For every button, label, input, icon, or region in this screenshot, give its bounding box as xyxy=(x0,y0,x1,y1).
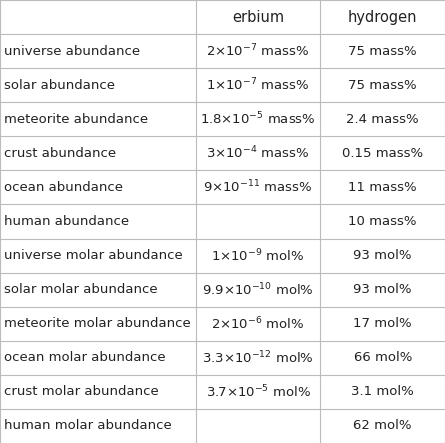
Text: 1×10$^{-9}$ mol%: 1×10$^{-9}$ mol% xyxy=(211,247,305,264)
Text: ocean abundance: ocean abundance xyxy=(4,181,123,194)
Text: 1×10$^{-7}$ mass%: 1×10$^{-7}$ mass% xyxy=(206,77,310,93)
Text: 11 mass%: 11 mass% xyxy=(348,181,417,194)
Text: 62 mol%: 62 mol% xyxy=(353,420,412,432)
Text: 1.8×10$^{-5}$ mass%: 1.8×10$^{-5}$ mass% xyxy=(200,111,316,128)
Text: 9×10$^{-11}$ mass%: 9×10$^{-11}$ mass% xyxy=(203,179,313,196)
Text: human molar abundance: human molar abundance xyxy=(4,420,172,432)
Text: 0.15 mass%: 0.15 mass% xyxy=(342,147,423,160)
Text: 3.1 mol%: 3.1 mol% xyxy=(351,385,414,398)
Text: 3×10$^{-4}$ mass%: 3×10$^{-4}$ mass% xyxy=(206,145,310,162)
Text: erbium: erbium xyxy=(232,10,284,24)
Text: 2×10$^{-6}$ mol%: 2×10$^{-6}$ mol% xyxy=(211,315,305,332)
Text: ocean molar abundance: ocean molar abundance xyxy=(4,351,166,364)
Text: 75 mass%: 75 mass% xyxy=(348,45,417,58)
Text: 93 mol%: 93 mol% xyxy=(353,249,412,262)
Text: 2×10$^{-7}$ mass%: 2×10$^{-7}$ mass% xyxy=(206,43,310,59)
Text: 93 mol%: 93 mol% xyxy=(353,283,412,296)
Text: 17 mol%: 17 mol% xyxy=(353,317,412,330)
Text: solar abundance: solar abundance xyxy=(4,79,115,92)
Text: 3.7×10$^{-5}$ mol%: 3.7×10$^{-5}$ mol% xyxy=(206,384,311,400)
Text: crust molar abundance: crust molar abundance xyxy=(4,385,159,398)
Text: 66 mol%: 66 mol% xyxy=(353,351,412,364)
Text: meteorite abundance: meteorite abundance xyxy=(4,113,149,126)
Text: 3.3×10$^{-12}$ mol%: 3.3×10$^{-12}$ mol% xyxy=(202,350,314,366)
Text: universe molar abundance: universe molar abundance xyxy=(4,249,183,262)
Text: 9.9×10$^{-10}$ mol%: 9.9×10$^{-10}$ mol% xyxy=(202,281,314,298)
Text: hydrogen: hydrogen xyxy=(348,10,417,24)
Text: solar molar abundance: solar molar abundance xyxy=(4,283,158,296)
Text: 10 mass%: 10 mass% xyxy=(348,215,417,228)
Text: human abundance: human abundance xyxy=(4,215,129,228)
Text: 2.4 mass%: 2.4 mass% xyxy=(346,113,419,126)
Text: 75 mass%: 75 mass% xyxy=(348,79,417,92)
Text: universe abundance: universe abundance xyxy=(4,45,141,58)
Text: crust abundance: crust abundance xyxy=(4,147,117,160)
Text: meteorite molar abundance: meteorite molar abundance xyxy=(4,317,191,330)
